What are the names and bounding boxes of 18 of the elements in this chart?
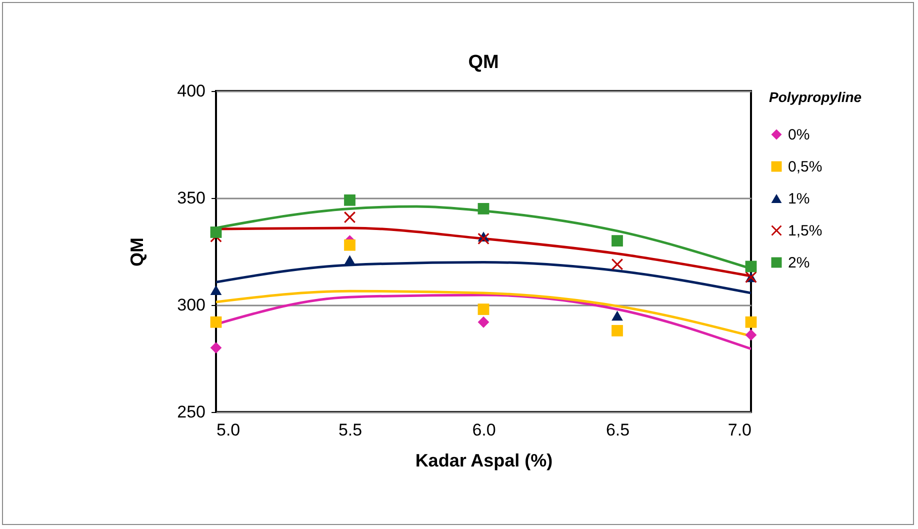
legend-label: 2%: [788, 254, 810, 272]
y-tick-label: 350: [177, 188, 206, 208]
x-tick-label: 5.5: [338, 420, 362, 440]
x-tick-label: 5.0: [216, 420, 240, 440]
chart-title: QM: [468, 52, 499, 73]
legend-label: 0%: [788, 126, 810, 144]
legend-label: 1%: [788, 190, 810, 208]
x-axis-title: Kadar Aspal (%): [415, 450, 553, 470]
legend-title: Polypropyline: [769, 89, 862, 105]
y-tick-label: 400: [177, 82, 206, 100]
x-tick-label: 6.0: [472, 420, 496, 440]
x-tick-label: 7.0: [728, 420, 752, 440]
x-tick-label: 6.5: [606, 420, 630, 440]
y-tick-label: 250: [177, 402, 206, 422]
y-axis-title: QM: [127, 238, 148, 266]
legend-label: 0,5%: [788, 158, 822, 176]
y-tick-label: 300: [177, 296, 206, 314]
legend-label: 1,5%: [788, 222, 822, 240]
